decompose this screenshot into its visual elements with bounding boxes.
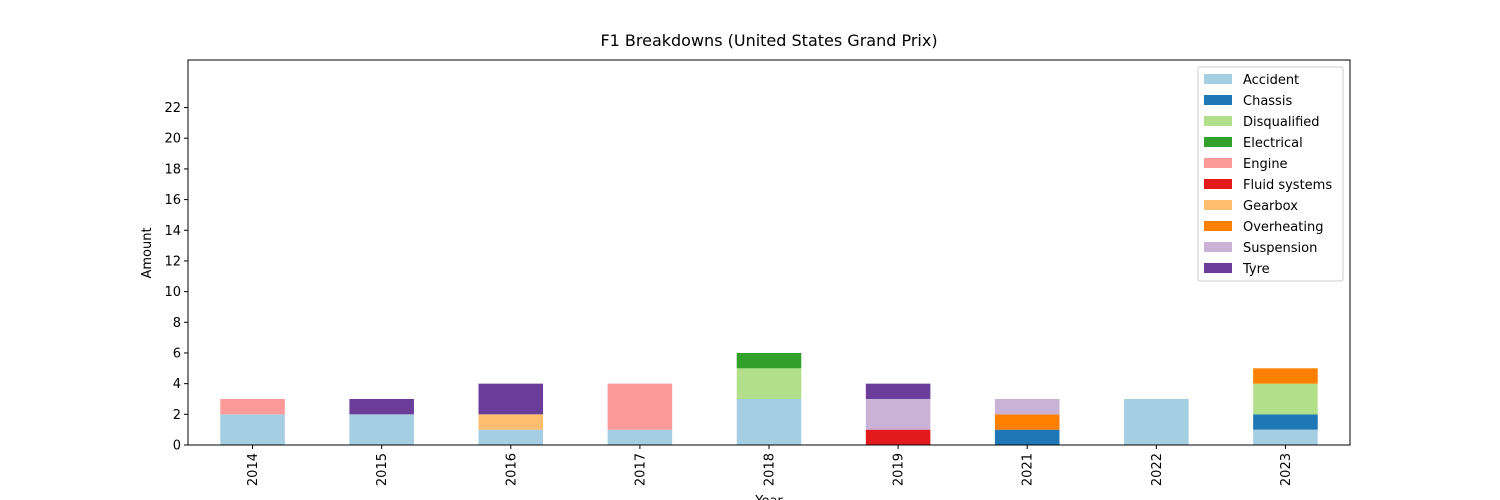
legend-label: Fluid systems [1243, 178, 1332, 193]
y-axis-label: Amount [140, 227, 155, 278]
bar-segment [478, 383, 544, 415]
legend-label: Suspension [1243, 241, 1317, 256]
y-tick-label: 12 [164, 254, 181, 269]
legend-label: Disqualified [1243, 115, 1320, 130]
x-tick-label: 2017 [633, 453, 648, 486]
legend-label: Engine [1243, 157, 1288, 172]
bar-segment [736, 368, 802, 399]
x-tick-label: 2023 [1279, 453, 1294, 486]
x-tick-label: 2016 [504, 453, 519, 486]
bar-segment [1253, 383, 1318, 415]
x-tick-label: 2021 [1021, 453, 1036, 486]
bar-segment [865, 429, 931, 445]
x-tick-label: 2018 [763, 453, 778, 486]
bar-segment [865, 398, 931, 430]
y-tick-label: 0 [173, 439, 181, 454]
legend-swatch [1204, 179, 1232, 189]
bar-segment [220, 414, 285, 445]
bar-segment [607, 429, 673, 445]
y-tick-label: 2 [173, 408, 181, 423]
bar-segment [736, 352, 802, 369]
y-tick-label: 8 [173, 316, 181, 331]
x-tick-label: 2019 [892, 453, 907, 486]
legend-label: Chassis [1243, 94, 1292, 109]
chart-title: F1 Breakdowns (United States Grand Prix) [600, 31, 937, 50]
bar-segment [220, 398, 285, 415]
x-axis-label: Year [754, 494, 783, 500]
bar-segment [994, 414, 1060, 430]
y-tick-label: 6 [173, 346, 181, 361]
bar-segment [349, 398, 414, 415]
bar-segment [478, 429, 544, 445]
legend-swatch [1204, 200, 1232, 210]
legend-label: Overheating [1243, 220, 1323, 235]
legend-label: Tyre [1242, 262, 1270, 277]
x-tick-label: 2022 [1150, 453, 1165, 486]
bar-segment [994, 429, 1060, 445]
bar-segment [478, 414, 544, 430]
bar-segment [607, 383, 673, 430]
y-tick-label: 4 [173, 377, 181, 392]
legend-swatch [1204, 263, 1232, 273]
bar-segment [994, 398, 1060, 415]
legend-label: Accident [1243, 73, 1299, 88]
x-tick-label: 2014 [246, 453, 261, 486]
bar-segment [349, 414, 414, 445]
plot-frame [187, 59, 1351, 446]
y-tick-label: 20 [164, 132, 181, 147]
legend-swatch [1204, 116, 1232, 126]
legend-swatch [1204, 158, 1232, 168]
legend-swatch [1204, 242, 1232, 252]
legend-box [1197, 66, 1344, 282]
legend-swatch [1204, 137, 1232, 147]
bar-segment [1124, 398, 1189, 445]
legend-label: Gearbox [1243, 199, 1298, 214]
y-tick-label: 18 [164, 162, 181, 177]
y-tick-label: 14 [164, 224, 181, 239]
bar-segment [1253, 429, 1318, 445]
x-tick-label: 2015 [375, 453, 390, 486]
bar-segment [736, 398, 802, 445]
bar-segment [1253, 368, 1318, 384]
legend-swatch [1204, 221, 1232, 231]
bar-segment [865, 383, 931, 399]
legend-swatch [1204, 74, 1232, 84]
legend-swatch [1204, 95, 1232, 105]
y-tick-label: 16 [164, 193, 181, 208]
y-tick-label: 22 [164, 101, 181, 116]
legend-label: Electrical [1243, 136, 1303, 151]
y-tick-label: 10 [164, 285, 181, 300]
bar-segment [1253, 414, 1318, 430]
